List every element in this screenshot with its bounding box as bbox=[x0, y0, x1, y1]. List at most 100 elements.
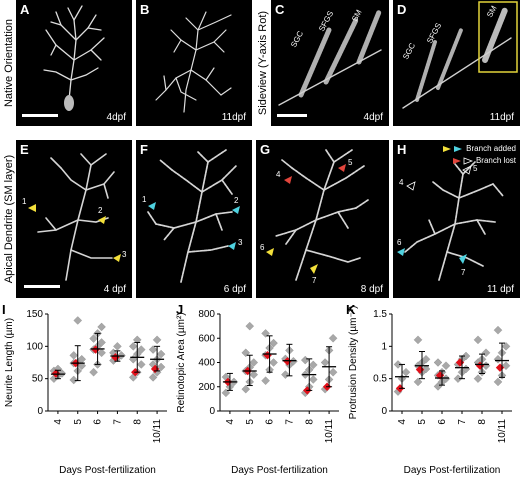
y-tick-label: 150 bbox=[26, 309, 43, 320]
x-tick-label: 6 bbox=[265, 419, 276, 425]
y-tick-label: 100 bbox=[26, 341, 43, 352]
data-point bbox=[393, 360, 403, 369]
data-point bbox=[493, 325, 503, 335]
panel-letter: A bbox=[20, 2, 30, 17]
x-tick-label: 6 bbox=[437, 419, 448, 425]
y-axis-label: Retinotopic Area (µm²) bbox=[176, 312, 187, 412]
neuron-image-h bbox=[397, 161, 504, 281]
neuron-image-b bbox=[155, 11, 232, 113]
data-point bbox=[69, 351, 79, 360]
scale-bar bbox=[277, 114, 307, 117]
x-tick-label: 10/11 bbox=[152, 419, 163, 444]
data-point bbox=[493, 377, 503, 387]
neuron-image-c bbox=[278, 9, 382, 106]
data-point bbox=[501, 342, 511, 351]
data-point bbox=[249, 358, 259, 367]
panel-letter: B bbox=[140, 2, 150, 17]
x-tick-label: 4 bbox=[397, 419, 408, 425]
x-tick-label: 7 bbox=[457, 419, 468, 425]
data-point bbox=[152, 335, 162, 345]
chart-protrusion-density: 0 0.5 1 1.5 4 5 6 7 8 10/11 Protrusion Density (µm… bbox=[344, 300, 520, 477]
age-label: 4dpf bbox=[106, 112, 126, 123]
y-tick-label: 400 bbox=[198, 358, 215, 369]
data-point bbox=[73, 316, 83, 325]
age-label: 4dpf bbox=[363, 112, 383, 123]
chart-svg: 0 0.5 1 1.5 4 5 6 7 8 10/11 Protrusion Density (µm… bbox=[348, 306, 512, 476]
panel-a: A 4dpf bbox=[16, 0, 132, 126]
legend-added: Branch added bbox=[443, 144, 516, 153]
chart-letter-k: K bbox=[346, 302, 356, 317]
age-label: 6 dpf bbox=[223, 284, 246, 295]
x-tick-label: 10/11 bbox=[497, 419, 508, 444]
zoom-box bbox=[478, 1, 518, 73]
triangle-icon-added bbox=[443, 145, 463, 152]
neuron-image-d bbox=[402, 1, 518, 109]
panel-h: H Branch added Branch lost 4 5 6 7 11 dp… bbox=[393, 140, 520, 298]
x-tick-label: 8 bbox=[477, 419, 488, 425]
neuron-image-g bbox=[266, 149, 369, 281]
data-point bbox=[136, 345, 146, 354]
data-point bbox=[245, 321, 255, 331]
panel-e: E 1 2 3 4 dpf bbox=[16, 140, 132, 298]
branch-number: 3 bbox=[122, 250, 127, 259]
x-tick-label: 5 bbox=[417, 419, 428, 425]
panel-letter: E bbox=[20, 142, 29, 157]
data-point bbox=[261, 376, 270, 385]
neuron-image-e bbox=[28, 153, 121, 281]
panel-letter: F bbox=[140, 142, 148, 157]
data-point bbox=[128, 342, 138, 351]
x-axis-label: Days Post-fertilization bbox=[59, 465, 156, 476]
age-label: 11dpf bbox=[221, 112, 246, 123]
data-point bbox=[473, 374, 483, 383]
data-point bbox=[89, 367, 98, 377]
x-tick-label: 8 bbox=[132, 419, 143, 425]
age-label: 11dpf bbox=[489, 112, 514, 123]
x-axis-label: Days Post-fertilization bbox=[404, 465, 501, 476]
data-point bbox=[461, 351, 471, 361]
data-point bbox=[421, 354, 431, 364]
x-tick-label: 5 bbox=[245, 419, 256, 425]
branch-number: 6 bbox=[260, 243, 265, 252]
highlight-point bbox=[495, 363, 505, 372]
y-tick-label: 800 bbox=[198, 309, 215, 320]
data-point bbox=[433, 358, 443, 367]
age-label: 8 dpf bbox=[360, 284, 383, 295]
data-point bbox=[148, 373, 158, 382]
branch-number: 5 bbox=[348, 158, 353, 167]
y-tick-label: 0.5 bbox=[373, 374, 387, 385]
y-tick-label: 1.5 bbox=[373, 309, 387, 320]
data-point bbox=[413, 335, 423, 345]
highlight-point bbox=[455, 358, 465, 367]
data-point bbox=[69, 375, 79, 385]
panel-d: D SGC SFGS SM 11dpf bbox=[393, 0, 520, 126]
x-tick-label: 4 bbox=[53, 419, 64, 425]
row-label-sideview: Sideview (Y-axis Rot) bbox=[257, 10, 270, 116]
branch-number: 6 bbox=[397, 238, 402, 247]
branch-number: 7 bbox=[461, 268, 466, 277]
data-point bbox=[413, 377, 423, 387]
chart-neurite-length: 0 50 100 150 4 5 6 7 8 10/11 Neurite Length (µm) Da… bbox=[0, 300, 175, 477]
highlight-point bbox=[475, 361, 485, 370]
data-point bbox=[97, 338, 106, 347]
data-point bbox=[148, 345, 158, 354]
chart-svg: 0 50 100 150 4 5 6 7 8 10/11 Neurite Length (µm) Da… bbox=[4, 309, 167, 476]
chart-retinotopic-area: 0 200 400 600 800 4 5 6 7 8 10/11 Retinotopic Area … bbox=[172, 300, 347, 477]
data-point bbox=[401, 367, 411, 377]
y-axis-label: Neurite Length (µm) bbox=[4, 318, 15, 407]
branch-number: 5 bbox=[473, 164, 478, 173]
data-point bbox=[156, 349, 166, 359]
panel-letter: C bbox=[275, 2, 285, 17]
data-point bbox=[241, 384, 251, 394]
y-tick-label: 200 bbox=[198, 382, 215, 393]
data-point bbox=[269, 338, 278, 348]
data-point bbox=[441, 361, 451, 371]
neuron-image-f bbox=[147, 149, 240, 283]
data-point bbox=[328, 367, 338, 377]
x-tick-label: 8 bbox=[304, 419, 315, 425]
branch-number: 7 bbox=[312, 276, 317, 285]
data-point bbox=[328, 333, 338, 343]
branch-number: 4 bbox=[399, 178, 404, 187]
branch-number: 1 bbox=[142, 195, 147, 204]
x-tick-label: 7 bbox=[112, 419, 123, 425]
data-point bbox=[300, 355, 310, 365]
